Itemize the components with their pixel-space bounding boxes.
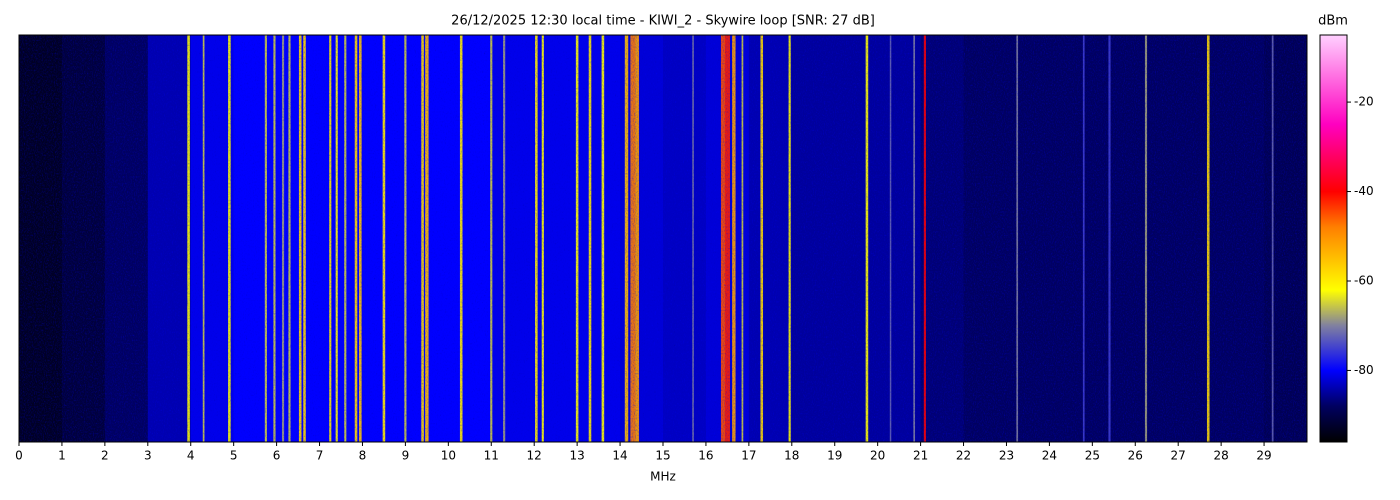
x-tick-label: 24 xyxy=(1042,449,1057,463)
x-tick-label: 6 xyxy=(273,449,281,463)
chart-title: 26/12/2025 12:30 local time - KIWI_2 - S… xyxy=(451,14,875,29)
noise-texture xyxy=(19,35,1307,442)
colorbar-label: dBm xyxy=(1318,14,1348,29)
x-tick-label: 25 xyxy=(1085,449,1100,463)
x-tick-label: 13 xyxy=(569,449,584,463)
x-tick-label: 3 xyxy=(144,449,152,463)
x-tick-label: 20 xyxy=(870,449,885,463)
x-tick-label: 9 xyxy=(402,449,410,463)
colorbar-tick-label: -80 xyxy=(1354,363,1374,377)
x-tick-label: 12 xyxy=(527,449,542,463)
x-tick-label: 2 xyxy=(101,449,109,463)
colorbar-tick-label: -60 xyxy=(1354,273,1374,287)
x-tick-label: 29 xyxy=(1256,449,1271,463)
x-tick-label: 23 xyxy=(999,449,1014,463)
x-tick-label: 1 xyxy=(58,449,66,463)
colorbar-tick-label: -40 xyxy=(1354,184,1374,198)
colorbar xyxy=(1319,34,1348,443)
x-tick-label: 0 xyxy=(15,449,23,463)
x-tick-label: 28 xyxy=(1213,449,1228,463)
x-tick-label: 21 xyxy=(913,449,928,463)
x-tick-label: 10 xyxy=(441,449,456,463)
x-tick-label: 7 xyxy=(316,449,324,463)
x-tick-label: 4 xyxy=(187,449,195,463)
x-tick-label: 19 xyxy=(827,449,842,463)
x-tick-label: 15 xyxy=(655,449,670,463)
x-tick-label: 16 xyxy=(698,449,713,463)
x-tick-label: 14 xyxy=(612,449,627,463)
x-tick-label: 27 xyxy=(1171,449,1186,463)
x-tick-label: 26 xyxy=(1128,449,1143,463)
x-tick-label: 22 xyxy=(956,449,971,463)
colorbar-tick-label: -20 xyxy=(1354,95,1374,109)
x-tick-label: 11 xyxy=(484,449,499,463)
x-axis-label: MHz xyxy=(650,470,676,484)
x-tick-label: 5 xyxy=(230,449,238,463)
x-tick-label: 18 xyxy=(784,449,799,463)
x-tick-label: 17 xyxy=(741,449,756,463)
x-tick-label: 8 xyxy=(359,449,367,463)
